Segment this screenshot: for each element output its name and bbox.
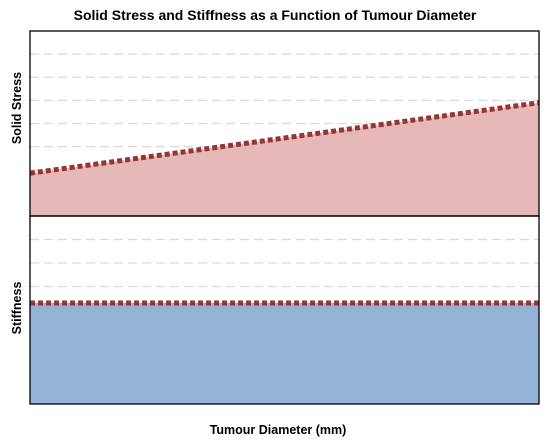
chart-title: Solid Stress and Stiffness as a Function… [74, 7, 477, 23]
panel-1-area-0 [30, 302, 539, 404]
ylabel-solid-stress: Solid Stress [10, 72, 24, 144]
xlabel: Tumour Diameter (mm) [210, 423, 347, 437]
ylabel-stiffness: Stiffness [10, 282, 24, 335]
panels-group [29, 30, 540, 405]
panel-0 [29, 30, 540, 217]
panel-1 [29, 215, 540, 405]
panel-0-line-0 [29, 100, 540, 176]
panel-1-frame [29, 215, 540, 405]
panel-0-area-0 [30, 102, 539, 216]
